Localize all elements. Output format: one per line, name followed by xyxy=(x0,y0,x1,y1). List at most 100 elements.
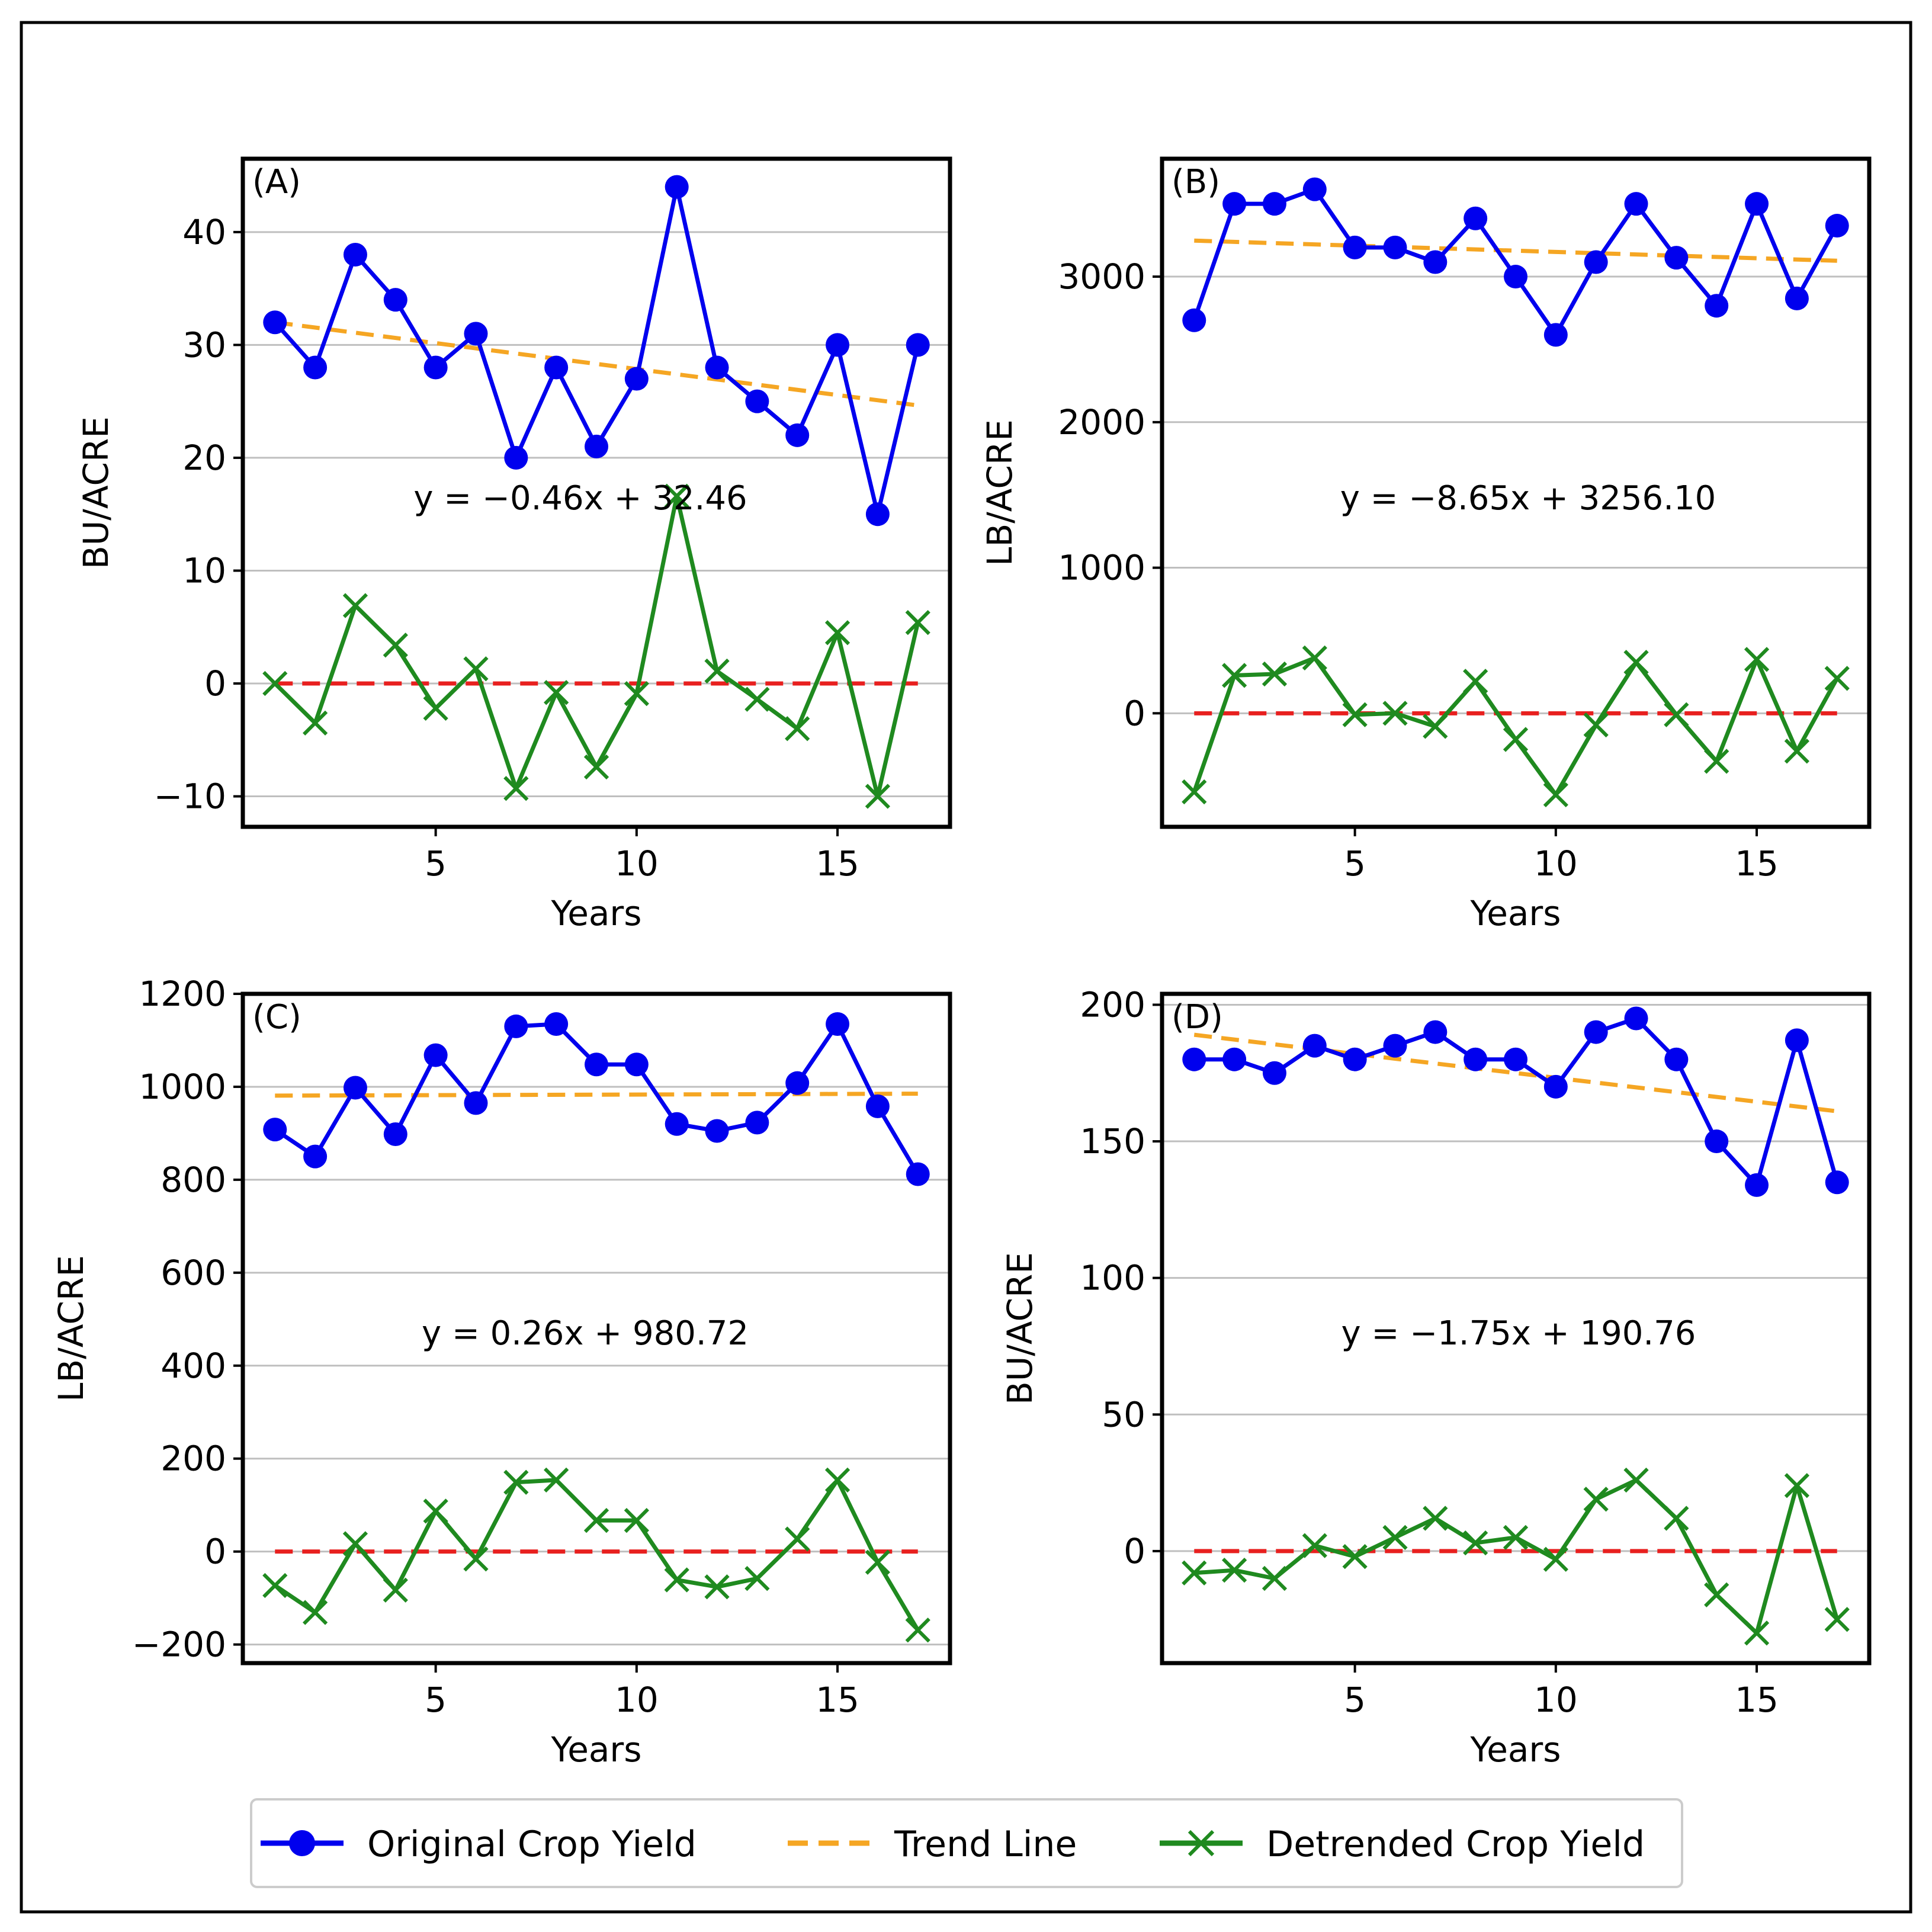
detrended-point xyxy=(1221,663,1247,688)
x-axis-title: Years xyxy=(550,1729,641,1770)
original-point xyxy=(1343,235,1367,259)
detrended-point xyxy=(1423,1506,1448,1531)
axes-frame xyxy=(240,991,952,1665)
original-point xyxy=(745,1111,769,1135)
y-tick-label: 3000 xyxy=(1058,256,1145,297)
original-point xyxy=(906,333,930,357)
x-tick-label: 5 xyxy=(425,843,447,884)
detrended-point xyxy=(1342,702,1368,727)
detrended-point-stroke xyxy=(544,680,569,705)
original-point xyxy=(1302,1034,1327,1058)
detrended-point xyxy=(1221,1558,1247,1583)
detrended-point xyxy=(423,1498,448,1524)
detrended-point-stroke xyxy=(624,681,649,707)
y-tick-label: 1000 xyxy=(1058,548,1145,588)
y-tick-label: 20 xyxy=(182,438,226,478)
detrended-point xyxy=(1824,666,1850,691)
detrended-point xyxy=(262,1572,288,1599)
detrended-point-stroke xyxy=(1463,669,1488,694)
detrended-point xyxy=(624,1507,649,1533)
original-point xyxy=(1262,192,1286,216)
detrended-point-stroke xyxy=(503,776,529,801)
detrended-point xyxy=(785,716,810,742)
original-point xyxy=(383,288,407,312)
detrended-point xyxy=(262,670,288,697)
legend-detrended-label: Detrended Crop Yield xyxy=(1266,1824,1645,1865)
detrended-point xyxy=(865,1549,891,1575)
original-point xyxy=(303,1144,328,1169)
detrended-point xyxy=(905,610,930,636)
detrended-point xyxy=(624,681,649,707)
y-tick-label: 10 xyxy=(182,550,226,590)
detrended-point xyxy=(1543,1546,1568,1572)
original-point xyxy=(544,1012,569,1036)
original-point xyxy=(705,355,729,380)
original-point xyxy=(1464,1047,1488,1071)
original-point xyxy=(665,175,689,199)
x-tick-label: 10 xyxy=(1534,843,1578,884)
detrended-point-stroke xyxy=(1302,1533,1327,1558)
detrended-point-stroke xyxy=(262,670,288,697)
detrended-point xyxy=(1664,702,1689,727)
detrended-point-stroke xyxy=(704,1574,730,1600)
y-tick-label: 30 xyxy=(182,325,226,365)
detrended-point xyxy=(302,710,328,736)
detrended-point-stroke xyxy=(583,1507,609,1533)
original-point xyxy=(1825,214,1849,238)
x-axis-title: Years xyxy=(1469,1729,1561,1770)
original-point xyxy=(1745,1173,1769,1197)
original-point xyxy=(1464,206,1488,230)
detrended-point xyxy=(1463,669,1488,694)
detrended-point xyxy=(302,1600,328,1625)
detrended-point-stroke xyxy=(1503,1525,1529,1550)
y-tick-label: 100 xyxy=(1080,1258,1145,1298)
figure-border xyxy=(20,21,1912,1914)
axes-frame xyxy=(240,156,952,829)
detrended-point xyxy=(704,1574,730,1600)
detrended-point-stroke xyxy=(1623,1467,1649,1493)
legend-frame xyxy=(250,1798,1683,1888)
y-tick-label: 0 xyxy=(1124,693,1145,733)
detrended-point xyxy=(1182,1560,1207,1586)
y-tick-label: −10 xyxy=(154,776,226,817)
original-point xyxy=(1825,1170,1849,1195)
y-tick-label: 200 xyxy=(161,1439,226,1479)
x-tick-label: 15 xyxy=(1735,843,1779,884)
original-point xyxy=(544,355,569,380)
detrended-point-stroke xyxy=(1182,779,1207,805)
detrended-point xyxy=(1262,661,1288,687)
detrended-point-stroke xyxy=(824,620,851,646)
y-tick-label: −200 xyxy=(132,1625,226,1665)
detrended-point xyxy=(544,1467,569,1493)
detrended-point-stroke xyxy=(1623,650,1649,675)
detrended-point xyxy=(463,1546,489,1572)
detrended-point xyxy=(664,483,689,509)
original-point xyxy=(1584,1020,1608,1044)
y-tick-label: 0 xyxy=(204,663,226,704)
detrended-point-stroke xyxy=(865,1549,891,1575)
detrended-point-stroke xyxy=(1744,1620,1770,1646)
detrended-point-stroke xyxy=(624,1507,649,1533)
original-point xyxy=(1664,246,1689,270)
detrended-point xyxy=(1262,1565,1288,1591)
original-point xyxy=(1182,1047,1206,1071)
detrended-point-stroke xyxy=(1583,1487,1609,1512)
original-point xyxy=(343,1076,367,1100)
detrended-point-stroke xyxy=(503,1469,529,1495)
detrended-point xyxy=(744,1566,770,1591)
detrended-point xyxy=(824,620,851,646)
original-point xyxy=(383,1122,407,1146)
original-point xyxy=(263,310,287,335)
detrended-point-stroke xyxy=(1423,714,1448,739)
detrended-point xyxy=(664,1567,689,1593)
y-tick-label: 150 xyxy=(1080,1121,1145,1161)
y-tick-label: 1200 xyxy=(139,974,226,1014)
x-tick-label: 5 xyxy=(1344,843,1366,884)
original-point xyxy=(423,1043,448,1067)
detrended-point xyxy=(1784,739,1810,764)
x-tick-label: 5 xyxy=(1344,1680,1366,1720)
detrended-point xyxy=(1623,1467,1649,1493)
detrended-point-stroke xyxy=(1744,647,1770,672)
detrended-point-stroke xyxy=(1221,1558,1247,1583)
